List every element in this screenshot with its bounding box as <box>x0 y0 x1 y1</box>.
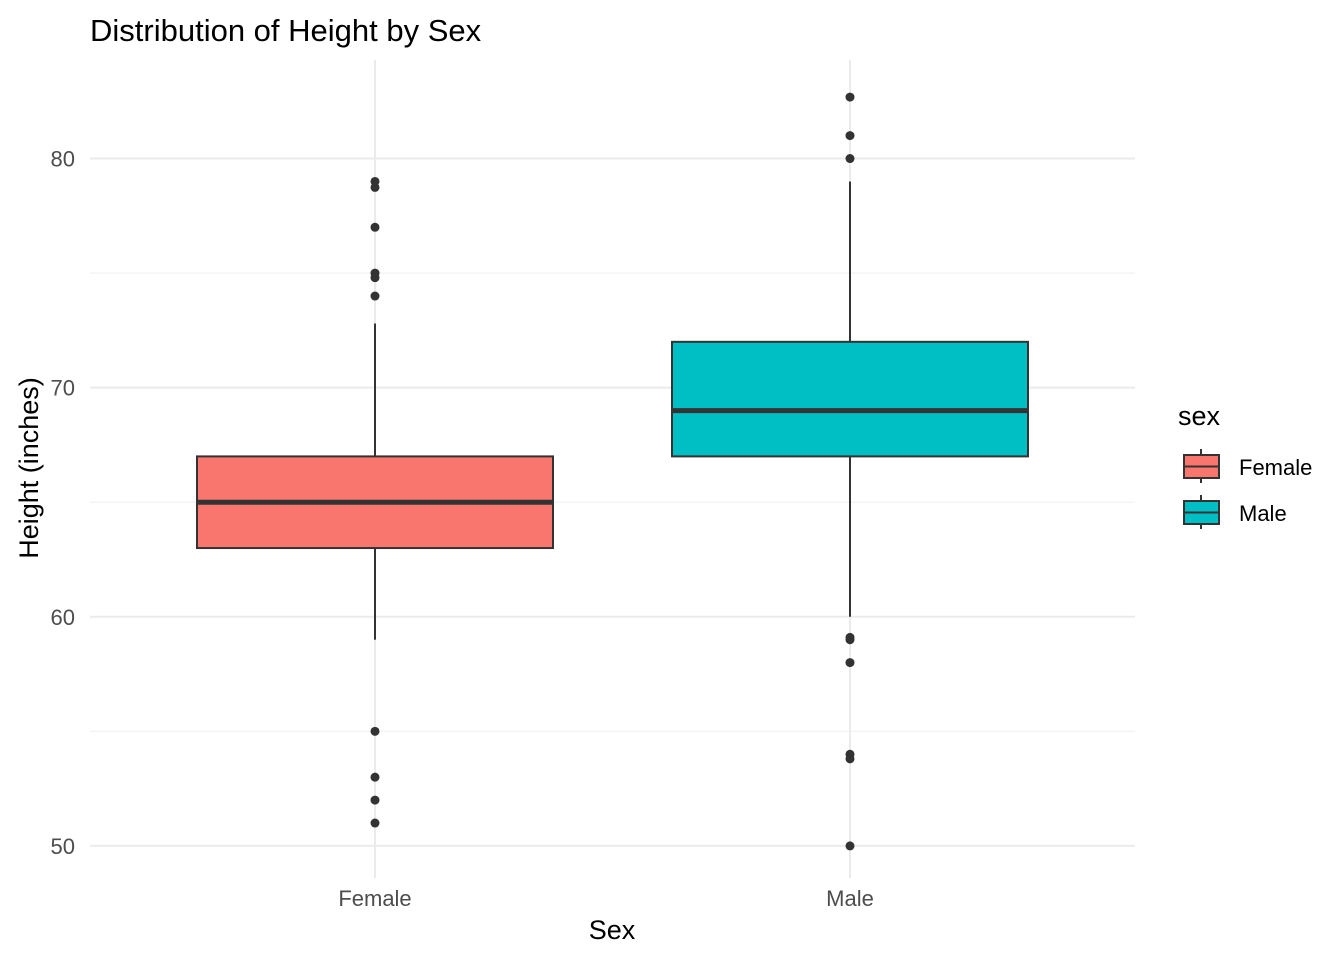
legend-key-female <box>1183 449 1220 483</box>
outlier-point <box>370 818 380 828</box>
outlier-point <box>845 131 855 141</box>
outlier-point <box>845 92 855 102</box>
outlier-point <box>845 754 855 764</box>
legend-key-male <box>1183 495 1220 529</box>
outlier-point <box>845 841 855 851</box>
outlier-point <box>370 273 380 283</box>
outlier-point <box>370 795 380 805</box>
y-tick-label: 60 <box>51 605 75 630</box>
box-iqr <box>671 340 1029 458</box>
y-axis-title: Height (inches) <box>14 377 44 559</box>
y-tick-label: 70 <box>51 376 75 401</box>
outlier-point <box>370 182 380 192</box>
x-tick-label: Female <box>338 886 411 911</box>
outlier-point <box>845 635 855 645</box>
y-tick-label: 80 <box>51 147 75 172</box>
plot-marks <box>196 92 1029 851</box>
legend-label-male: Male <box>1239 501 1287 526</box>
box-female <box>196 176 554 828</box>
box-male <box>671 92 1029 851</box>
chart-title: Distribution of Height by Sex <box>90 13 482 48</box>
legend: sex Female Male <box>1178 401 1312 529</box>
outlier-point <box>845 154 855 164</box>
x-tick-label: Male <box>826 886 874 911</box>
y-axis-ticks: 50 60 70 80 <box>51 147 75 859</box>
y-tick-label: 50 <box>51 834 75 859</box>
outlier-point <box>370 222 380 232</box>
x-axis-ticks: Female Male <box>338 886 874 911</box>
outlier-point <box>370 726 380 736</box>
legend-label-female: Female <box>1239 455 1312 480</box>
outlier-point <box>370 291 380 301</box>
x-axis-title: Sex <box>589 915 636 945</box>
outlier-point <box>370 772 380 782</box>
outlier-point <box>845 658 855 668</box>
legend-title: sex <box>1178 401 1221 431</box>
